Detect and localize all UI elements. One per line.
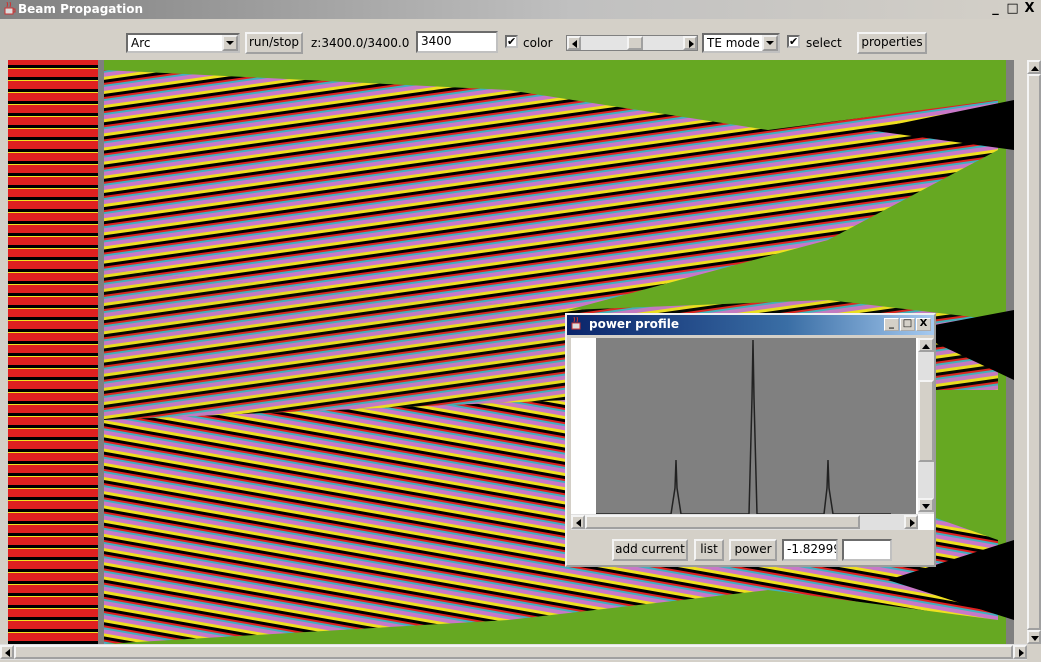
mode-select-value: TE mode — [707, 36, 760, 50]
power-profile-plot — [596, 338, 916, 515]
window-controls: _ □ X — [988, 2, 1037, 16]
plot-horizontal-scrollbar[interactable] — [571, 514, 918, 530]
scroll-left-button[interactable] — [0, 645, 14, 659]
scroll-up-button[interactable] — [1027, 60, 1041, 74]
window-titlebar: Beam Propagation _ □ X — [0, 0, 1041, 19]
structure-select-value: Arc — [131, 36, 151, 50]
close-button[interactable]: X — [1024, 1, 1035, 16]
plot-vertical-thumb[interactable] — [918, 380, 934, 462]
structure-select[interactable]: Arc — [126, 33, 240, 53]
arrow-left-icon — [572, 40, 577, 48]
dialog-close-button[interactable]: X — [916, 318, 931, 331]
arrow-right-icon — [910, 519, 915, 527]
dialog-controls: _ □ X — [884, 318, 931, 331]
select-checkbox[interactable]: ✔ — [787, 35, 800, 48]
java-cup-icon — [4, 2, 16, 15]
dialog-maximize-button[interactable]: □ — [900, 318, 915, 331]
structure-dropdown-button[interactable] — [222, 35, 238, 51]
power-profile-plot-area — [571, 338, 934, 530]
plot-scroll-down-button[interactable] — [918, 498, 934, 512]
mode-select[interactable]: TE mode — [702, 33, 780, 53]
color-checkbox[interactable]: ✔ — [505, 35, 518, 48]
scroll-down-button[interactable] — [1027, 630, 1041, 644]
slider-thumb[interactable] — [627, 36, 643, 50]
power-profile-dialog: power profile _ □ X add current list pow… — [565, 313, 936, 567]
chevron-down-icon — [226, 41, 234, 45]
horizontal-scroll-thumb[interactable] — [14, 645, 1013, 659]
plot-scroll-up-button[interactable] — [918, 338, 934, 352]
minimize-button[interactable]: _ — [992, 1, 999, 16]
plot-horizontal-thumb[interactable] — [585, 515, 860, 529]
power-value-field[interactable]: -1.82999 — [782, 539, 838, 561]
arrow-left-icon — [576, 519, 581, 527]
arrow-right-icon — [1019, 649, 1024, 657]
chevron-down-icon — [766, 41, 774, 45]
scroll-right-button[interactable] — [1013, 645, 1027, 659]
power-button[interactable]: power — [729, 539, 777, 561]
run-stop-button[interactable]: run/stop — [245, 32, 303, 54]
color-label: color — [523, 36, 553, 50]
secondary-value-field[interactable] — [842, 539, 892, 561]
dialog-title: power profile — [589, 317, 680, 331]
toolbar: Arc run/stop z:3400.0/3400.0 3400 ✔ colo… — [0, 19, 1041, 59]
horizontal-scrollbar[interactable] — [0, 644, 1027, 660]
slider-right-button[interactable] — [683, 36, 697, 50]
maximize-button[interactable]: □ — [1006, 1, 1019, 16]
plot-scroll-left-button[interactable] — [571, 515, 585, 529]
window-title: Beam Propagation — [18, 2, 144, 16]
arrow-down-icon — [922, 504, 930, 509]
vertical-scroll-thumb[interactable] — [1027, 74, 1041, 630]
java-cup-icon — [571, 317, 581, 330]
z-readout: z:3400.0/3400.0 — [311, 36, 410, 50]
mode-dropdown-button[interactable] — [762, 35, 778, 51]
dialog-minimize-button[interactable]: _ — [884, 318, 899, 331]
slider-left-button[interactable] — [567, 36, 581, 50]
arrow-right-icon — [689, 40, 694, 48]
z-input[interactable]: 3400 — [416, 31, 498, 53]
plot-scroll-right-button[interactable] — [904, 515, 918, 529]
add-current-button[interactable]: add current — [612, 539, 688, 561]
select-label: select — [806, 36, 842, 50]
properties-button[interactable]: properties — [857, 32, 927, 54]
vertical-scrollbar[interactable] — [1027, 60, 1041, 644]
arrow-up-icon — [1031, 66, 1039, 71]
arrow-up-icon — [922, 344, 930, 349]
arrow-left-icon — [5, 649, 10, 657]
arrow-down-icon — [1031, 636, 1039, 641]
parameter-slider[interactable] — [566, 35, 698, 51]
dialog-titlebar[interactable]: power profile _ □ X — [567, 315, 934, 335]
list-button[interactable]: list — [694, 539, 724, 561]
plot-vertical-scrollbar[interactable] — [918, 338, 934, 514]
